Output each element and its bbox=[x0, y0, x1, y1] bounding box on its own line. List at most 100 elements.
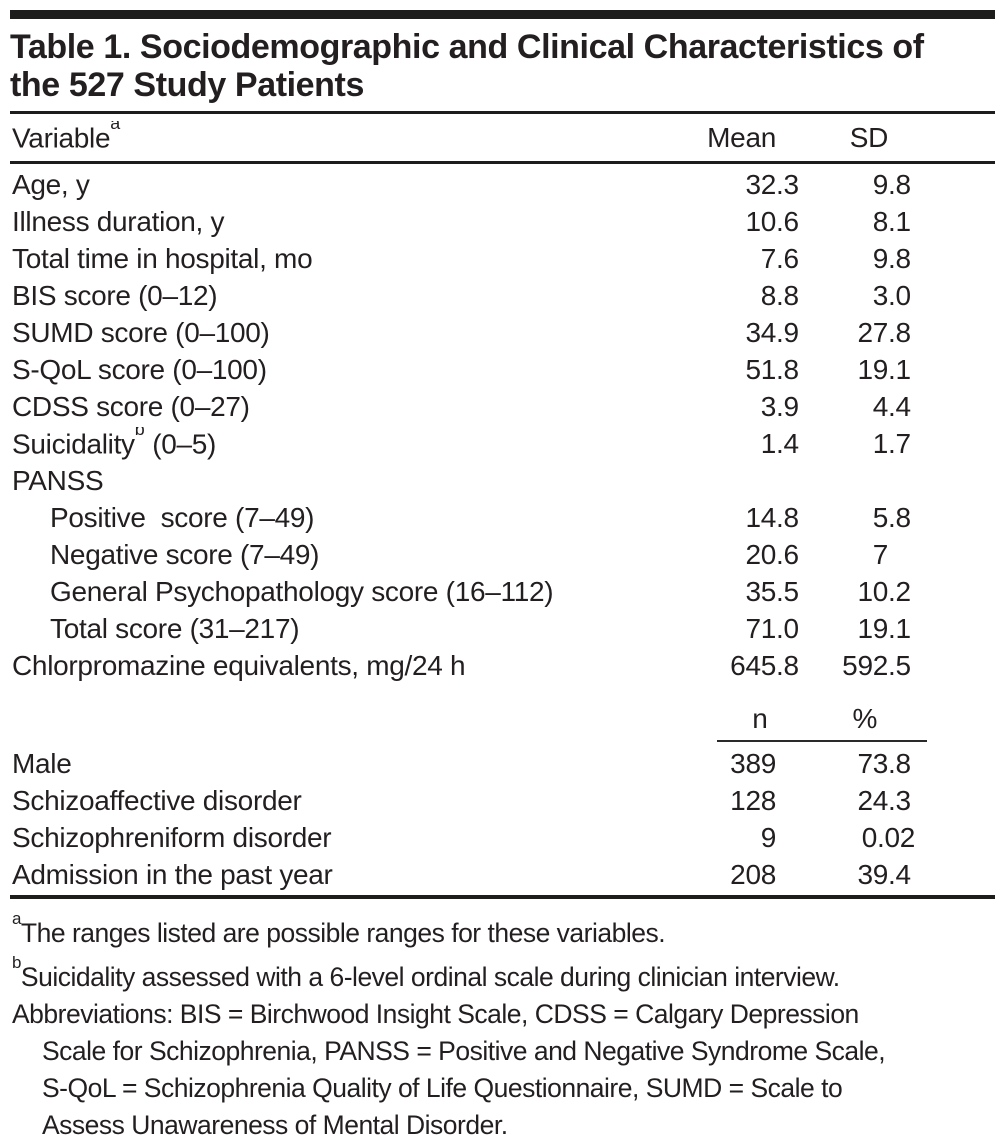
table-row: S-QoL score (0–100) 51.8 19.1 bbox=[10, 351, 995, 388]
row-label: CDSS score (0–27) bbox=[12, 390, 250, 422]
column-header-variable: Variablea bbox=[10, 121, 703, 154]
column-header-n: n bbox=[717, 703, 803, 742]
mean-value: 10.6 bbox=[745, 205, 799, 237]
row-label: Schizoaffective disorder bbox=[12, 784, 302, 816]
footnote-b-text: Suicidality assessed with a 6-level ordi… bbox=[20, 961, 840, 992]
row-label: Negative score (7–49) bbox=[50, 538, 320, 570]
footnote-a-marker: a bbox=[12, 909, 21, 929]
table-row-group-panss: PANSS bbox=[10, 462, 995, 499]
footnote-b-marker: b bbox=[12, 953, 21, 973]
table-row: Suicidalityb (0–5) 1.4 1.7 bbox=[10, 425, 995, 462]
abbreviations-line: Assess Unawareness of Mental Disorder. bbox=[10, 1107, 995, 1136]
percent-value: 0.02 bbox=[861, 821, 916, 853]
row-label: Schizophreniform disorder bbox=[12, 821, 332, 853]
table-row: Schizophreniform disorder 9 0.02 bbox=[10, 819, 995, 856]
table-title-line-1: Table 1. Sociodemographic and Clinical C… bbox=[10, 28, 924, 66]
variable-header-label: Variable bbox=[12, 122, 111, 154]
mean-value: 645.8 bbox=[730, 649, 799, 681]
table-row: Total score (31–217) 71.0 19.1 bbox=[10, 610, 995, 647]
mean-value: 71.0 bbox=[745, 612, 799, 644]
column-header-mean: Mean bbox=[703, 122, 803, 154]
mean-value: 3.9 bbox=[760, 390, 799, 422]
column-header-n-cell: n bbox=[703, 703, 803, 742]
column-header-percent-cell: % bbox=[803, 703, 927, 742]
table-row: Chlorpromazine equivalents, mg/24 h 645.… bbox=[10, 647, 995, 684]
mean-value: 34.9 bbox=[745, 316, 799, 348]
row-label: SUMD score (0–100) bbox=[12, 316, 270, 348]
mean-value: 7.6 bbox=[760, 242, 799, 274]
table-row: Age, y 32.3 9.8 bbox=[10, 166, 995, 203]
count-subheader-row: n % bbox=[10, 686, 995, 742]
n-percent-section: Male 389 73.8 Schizoaffective disorder 1… bbox=[10, 745, 995, 893]
n-value: 208 bbox=[730, 858, 776, 890]
footnote-a-text: The ranges listed are possible ranges fo… bbox=[20, 917, 666, 948]
mean-sd-section: Age, y 32.3 9.8 Illness duration, y 10.6… bbox=[10, 166, 995, 684]
row-label: General Psychopathology score (16–112) bbox=[50, 575, 554, 607]
sd-value: 5.8 bbox=[872, 501, 911, 533]
row-label: PANSS bbox=[12, 464, 104, 496]
table-row: SUMD score (0–100) 34.9 27.8 bbox=[10, 314, 995, 351]
abbreviations-text: Abbreviations: BIS = Birchwood Insight S… bbox=[12, 998, 859, 1029]
sd-value: 592.5 bbox=[842, 649, 911, 681]
row-label: S-QoL score (0–100) bbox=[12, 353, 267, 385]
percent-value: 39.4 bbox=[857, 858, 911, 890]
table-row: General Psychopathology score (16–112) 3… bbox=[10, 573, 995, 610]
mean-header-label: Mean bbox=[707, 121, 776, 153]
row-footnote-marker: b bbox=[134, 426, 145, 439]
row-label: Age, y bbox=[12, 168, 90, 200]
sd-value: 8.1 bbox=[872, 205, 911, 237]
mean-value: 8.8 bbox=[760, 279, 799, 311]
table-row: Admission in the past year 208 39.4 bbox=[10, 856, 995, 893]
mean-value: 35.5 bbox=[745, 575, 799, 607]
row-label: Positive score (7–49) bbox=[50, 501, 315, 533]
table-row: Male 389 73.8 bbox=[10, 745, 995, 782]
abbreviations-text: Scale for Schizophrenia, PANSS = Positiv… bbox=[42, 1035, 886, 1066]
sd-header-label: SD bbox=[849, 121, 889, 153]
sd-value: 7 bbox=[872, 538, 889, 570]
column-header-percent: % bbox=[803, 703, 927, 742]
n-value: 128 bbox=[730, 784, 776, 816]
n-value: 389 bbox=[730, 747, 776, 779]
row-label: Illness duration, y bbox=[12, 205, 225, 237]
row-label: Admission in the past year bbox=[12, 858, 333, 890]
abbreviations-line: Scale for Schizophrenia, PANSS = Positiv… bbox=[10, 1033, 995, 1070]
abbreviations-line: Abbreviations: BIS = Birchwood Insight S… bbox=[10, 996, 995, 1033]
row-label: BIS score (0–12) bbox=[12, 279, 218, 311]
sd-value: 9.8 bbox=[872, 242, 911, 274]
row-label: Total score (31–217) bbox=[50, 612, 300, 644]
table-row: Total time in hospital, mo 7.6 9.8 bbox=[10, 240, 995, 277]
mean-value: 1.4 bbox=[760, 427, 799, 459]
footnote-b: bSuicidality assessed with a 6-level ord… bbox=[10, 952, 995, 996]
row-label-text: Suicidality bbox=[12, 428, 135, 460]
abbreviations-line: S-QoL = Schizophrenia Quality of Life Qu… bbox=[10, 1070, 995, 1107]
header-rule bbox=[10, 161, 995, 164]
table-row: Illness duration, y 10.6 8.1 bbox=[10, 203, 995, 240]
mean-value: 51.8 bbox=[745, 353, 799, 385]
sd-value: 19.1 bbox=[857, 353, 911, 385]
table-row: Negative score (7–49) 20.6 7 bbox=[10, 536, 995, 573]
table-row: CDSS score (0–27) 3.9 4.4 bbox=[10, 388, 995, 425]
sd-value: 4.4 bbox=[872, 390, 911, 422]
title-rule bbox=[10, 111, 995, 114]
table-row: BIS score (0–12) 8.8 3.0 bbox=[10, 277, 995, 314]
mean-value: 14.8 bbox=[745, 501, 799, 533]
row-label: Male bbox=[12, 747, 72, 779]
n-value: 9 bbox=[760, 821, 777, 853]
footnote-a: aThe ranges listed are possible ranges f… bbox=[10, 908, 995, 952]
column-header-row: Variablea Mean SD bbox=[10, 114, 995, 161]
table-end-rule bbox=[10, 895, 995, 899]
sd-value: 3.0 bbox=[872, 279, 911, 311]
table-title-line-2: the 527 Study Patients bbox=[10, 66, 364, 104]
table-row: Positive score (7–49) 14.8 5.8 bbox=[10, 499, 995, 536]
top-heavy-rule bbox=[10, 10, 995, 19]
sd-value: 9.8 bbox=[872, 168, 911, 200]
sd-value: 19.1 bbox=[857, 612, 911, 644]
mean-value: 20.6 bbox=[745, 538, 799, 570]
abbreviations-text: Assess Unawareness of Mental Disorder. bbox=[42, 1109, 508, 1136]
table-title: Table 1. Sociodemographic and Clinical C… bbox=[10, 28, 995, 104]
row-label: Total time in hospital, mo bbox=[12, 242, 313, 274]
column-header-sd: SD bbox=[803, 122, 915, 154]
percent-value: 24.3 bbox=[857, 784, 911, 816]
percent-value: 73.8 bbox=[857, 747, 911, 779]
